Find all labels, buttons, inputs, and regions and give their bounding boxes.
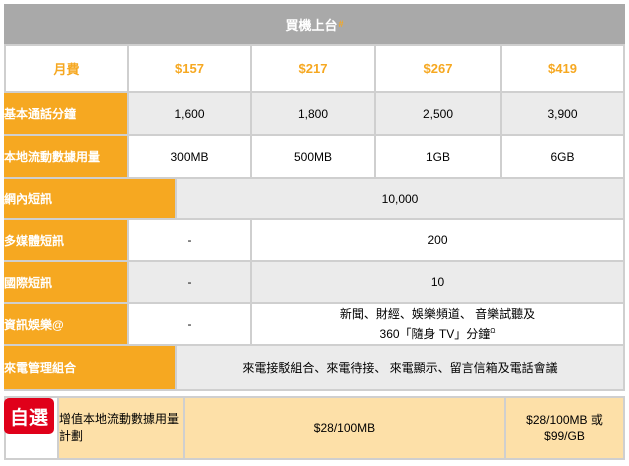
infotainment-mark: Ω [490,327,496,335]
row-label-intl-sms: 國際短訊 [4,262,127,302]
table-cell: 500MB [252,136,374,177]
table-cell: 10,000 [177,179,623,218]
plan-price-3: $267 [376,46,500,91]
table-cell: - [129,220,250,260]
row-label-infotainment: 資訊娛樂@ [4,304,127,344]
row-label-sms: 網內短訊 [4,179,175,218]
table-title: 買機上台 # [4,4,625,44]
addon-value-last-line-2: $99/GB [544,429,585,443]
table-cell: 6GB [502,136,623,177]
infotainment-line-2: 360「隨身 TV」分鐘Ω [380,323,496,343]
title-text: 買機上台 [285,17,338,33]
title-mark: # [338,19,344,29]
addon-label: 增值本地流動數據用量計劃 [59,398,183,458]
table-cell: - [129,262,250,302]
row-label-minutes: 基本通話分鐘 [4,93,127,134]
plan-table: 買機上台 # 月費 $157 $217 $267 $419 基本通話分鐘 1,60… [4,4,625,391]
optional-addon-table: 增值本地流動數據用量計劃 $28/100MB $28/100MB 或 $99/G… [4,396,625,460]
addon-value-main: $28/100MB [185,398,504,458]
row-label-mms: 多媒體短訊 [4,220,127,260]
plan-price-2: $217 [252,46,374,91]
header-label: 月費 [6,46,127,91]
table-cell: - [129,304,250,344]
table-cell: 200 [252,220,623,260]
addon-value-last: $28/100MB 或 $99/GB [506,398,623,458]
table-cell: 10 [252,262,623,302]
table-cell: 1GB [376,136,500,177]
plan-price-1: $157 [129,46,250,91]
row-label-data: 本地流動數據用量 [4,136,127,177]
table-cell: 1,600 [129,93,250,134]
table-cell: 300MB [129,136,250,177]
table-cell: 來電接駁組合、來電待接、 來電顯示、留言信箱及電話會議 [177,346,623,389]
table-cell: 1,800 [252,93,374,134]
row-label-call-mgmt: 來電管理組合 [4,346,175,389]
infotainment-line-2-text: 360「隨身 TV」分鐘 [379,326,491,341]
plan-price-4: $419 [502,46,623,91]
addon-value-last-line-1: $28/100MB 或 [526,413,603,427]
table-cell: 3,900 [502,93,623,134]
table-cell: 2,500 [376,93,500,134]
optional-badge: 自選 [4,398,54,434]
table-cell: 新聞、財經、娛樂頻道、 音樂試聽及 360「隨身 TV」分鐘Ω [252,304,623,344]
infotainment-line-1: 新聞、財經、娛樂頻道、 音樂試聽及 [339,306,536,321]
